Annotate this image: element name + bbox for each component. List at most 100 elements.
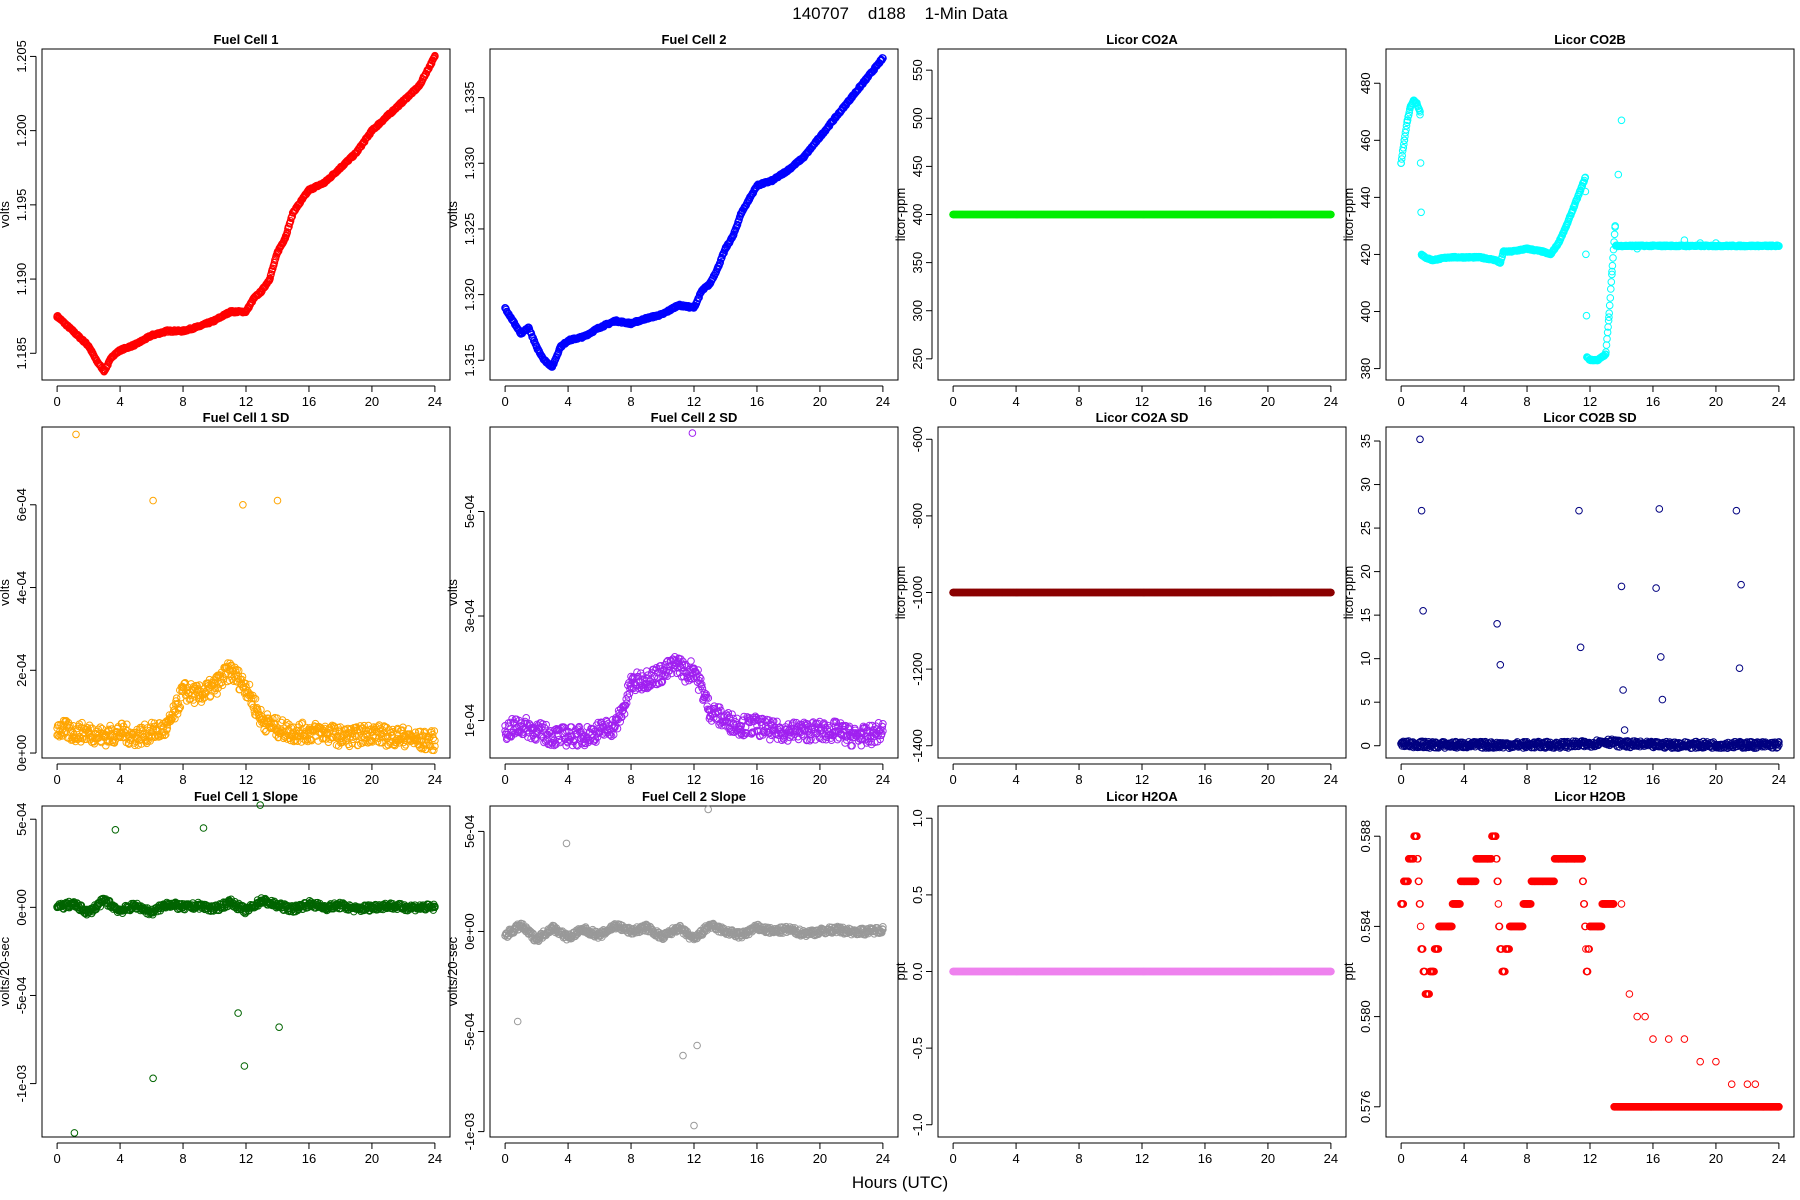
panel-title: Licor CO2A SD <box>1096 410 1189 425</box>
data-point <box>1417 208 1425 217</box>
x-tick-label: 12 <box>1583 394 1597 409</box>
data-point <box>1609 254 1617 262</box>
data-points <box>501 429 887 750</box>
y-tick-label: -1400 <box>910 729 925 762</box>
y-tick-label: 1.325 <box>462 213 477 246</box>
x-tick-label: 12 <box>239 394 253 409</box>
y-tick-label: 2e-04 <box>14 654 29 687</box>
y-tick-label: 1.205 <box>14 40 29 73</box>
y-tick-label: -1200 <box>910 652 925 685</box>
y-tick-label: 1.200 <box>14 114 29 147</box>
x-tick-label: 0 <box>949 772 956 787</box>
x-tick-label: 4 <box>116 772 123 787</box>
y-tick-label: 550 <box>910 59 925 81</box>
data-points <box>53 430 439 755</box>
y-tick-label: 1.335 <box>462 81 477 114</box>
y-tick-label: 400 <box>910 204 925 226</box>
data-point <box>1603 335 1611 343</box>
data-point <box>766 735 774 744</box>
x-tick-label: 8 <box>627 394 634 409</box>
x-tick-label: 8 <box>627 772 634 787</box>
figure-title: 140707 d188 1-Min Data <box>792 4 1008 23</box>
y-tick-label: 460 <box>1358 129 1373 151</box>
y-tick-label: 500 <box>910 107 925 129</box>
y-axis-label: licor-ppm <box>893 566 908 619</box>
y-tick-label: 3e-04 <box>462 599 477 632</box>
x-tick-label: 4 <box>1012 394 1019 409</box>
x-tick-label: 0 <box>53 394 60 409</box>
data-point <box>1605 309 1613 318</box>
y-axis-label: volts <box>0 201 12 228</box>
x-tick-label: 8 <box>1523 394 1530 409</box>
x-tick-label: 16 <box>1198 394 1212 409</box>
y-tick-label: 480 <box>1358 72 1373 94</box>
y-tick-label: 1.185 <box>14 337 29 370</box>
y-tick-label: 1.315 <box>462 344 477 377</box>
data-point <box>1602 341 1611 349</box>
y-tick-label: 450 <box>910 156 925 178</box>
data-point <box>1607 285 1615 293</box>
x-tick-label: 20 <box>1709 394 1723 409</box>
data-points <box>1397 96 1783 365</box>
panel-title: Licor CO2B <box>1554 32 1626 47</box>
data-point <box>1614 170 1623 179</box>
y-axis-label: volts <box>445 579 460 606</box>
x-tick-label: 4 <box>564 772 571 787</box>
x-tick-label: 4 <box>1012 772 1019 787</box>
panel-title: Fuel Cell 1 SD <box>203 410 290 425</box>
data-point <box>1617 116 1626 125</box>
x-tick-label: 16 <box>302 772 316 787</box>
data-point <box>687 657 695 665</box>
x-tick-label: 16 <box>750 394 764 409</box>
panel-title: Fuel Cell 1 <box>213 32 278 47</box>
y-tick-label: 420 <box>1358 244 1373 266</box>
y-tick-label: 440 <box>1358 187 1373 209</box>
data-points <box>949 588 1335 597</box>
y-axis-label: volts <box>0 579 12 606</box>
data-point <box>1607 278 1616 286</box>
panel-title: Fuel Cell 2 SD <box>651 410 738 425</box>
x-tick-label: 0 <box>53 772 60 787</box>
data-point <box>1605 301 1614 310</box>
data-point <box>286 217 295 225</box>
data-point <box>72 430 80 439</box>
y-tick-label: -800 <box>910 503 925 529</box>
y-tick-label: 1.195 <box>14 189 29 222</box>
data-point <box>1606 294 1615 302</box>
x-tick-label: 12 <box>687 772 701 787</box>
data-point <box>431 51 439 60</box>
plot-frame <box>1385 48 1795 381</box>
x-tick-label: 24 <box>428 394 442 409</box>
x-tick-label: 16 <box>1198 772 1212 787</box>
x-tick-label: 12 <box>1135 772 1149 787</box>
y-tick-label: 380 <box>1358 358 1373 380</box>
x-tick-label: 0 <box>501 772 508 787</box>
data-point <box>1582 311 1591 320</box>
plot-frame <box>41 48 451 381</box>
data-points <box>501 54 887 371</box>
y-tick-label: 1.320 <box>462 278 477 311</box>
x-tick-label: 0 <box>1397 394 1404 409</box>
x-tick-label: 8 <box>179 772 186 787</box>
y-tick-label: 6e-04 <box>14 488 29 521</box>
y-tick-label: -600 <box>910 426 925 452</box>
y-axis-label: licor-ppm <box>893 188 908 241</box>
data-point <box>1610 230 1619 239</box>
x-tick-label: 24 <box>876 772 890 787</box>
x-tick-label: 20 <box>813 772 827 787</box>
y-tick-label: 0e+00 <box>14 735 29 772</box>
x-tick-label: 8 <box>1075 394 1082 409</box>
data-point <box>149 496 157 505</box>
y-axis-label: volts <box>445 201 460 228</box>
plot-frame <box>489 426 899 759</box>
x-tick-label: 24 <box>1772 394 1786 409</box>
y-tick-label: -1000 <box>910 576 925 609</box>
x-tick-label: 4 <box>116 394 123 409</box>
y-tick-label: 1.330 <box>462 147 477 180</box>
